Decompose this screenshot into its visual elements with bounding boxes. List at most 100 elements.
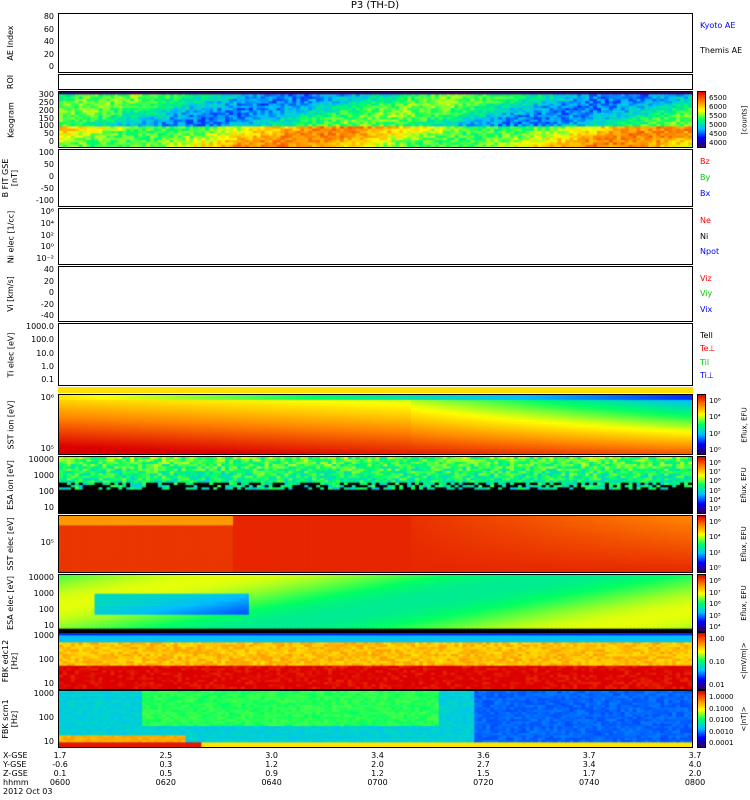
colorbar-fbk_scm: [697, 690, 706, 748]
ytick-vi: -20: [40, 299, 54, 309]
colorbar-unit: [counts]: [740, 105, 748, 134]
colorbar-sst_elec: [697, 515, 706, 573]
colorbar-tick: 0.0010: [709, 727, 734, 736]
ytick-keogram: 300: [38, 90, 54, 99]
colorbar-unit: Eflux, EFU: [740, 526, 748, 562]
colorbar-keogram: [697, 91, 706, 148]
ytick-esa_elec: 1000: [33, 589, 54, 598]
spectrogram-sst_ion: [59, 395, 692, 454]
colorbar-tick: 10⁴: [709, 623, 721, 631]
colorbar-tick: 4500: [709, 130, 727, 138]
panel-sst_elec: [58, 515, 693, 573]
colorbar-tick: 10²: [709, 429, 721, 438]
ytick-vi: 0: [48, 288, 54, 297]
spectrogram-esa_elec: [59, 575, 692, 631]
ytick-ti: 1000.0: [26, 322, 54, 331]
panel-sst_ion: [58, 394, 693, 455]
ylabel-fbk_scm: FBK scm1 [Hz]: [1, 699, 19, 739]
xaxis-value-z: 1.2: [371, 769, 384, 778]
panel-keogram: [58, 91, 693, 148]
xaxis-value-y: 2.7: [476, 760, 490, 769]
ytick-esa_elec: 10000: [28, 573, 54, 582]
colorbar-tick: 10⁸: [709, 459, 721, 467]
xaxis-value-x: 2.5: [159, 751, 173, 760]
ytick-ni: 10⁻²: [36, 254, 54, 263]
xaxis-row-label: Y-GSE: [3, 760, 27, 769]
colorbar-tick: 1.0000: [709, 693, 734, 701]
xaxis-value-y: 2.0: [371, 760, 384, 769]
ytick-ae: 20: [43, 49, 54, 59]
colorbar-tick: 0.10: [709, 658, 725, 666]
colorbar-tick: 10⁸: [709, 577, 721, 585]
xaxis-value-t: 0620: [155, 778, 176, 787]
legend-vi: Viy: [700, 289, 713, 299]
ytick-ae: 0: [48, 62, 54, 71]
colorbar-tick: 10⁶: [709, 600, 721, 608]
xaxis-value-y: 0.3: [159, 760, 173, 769]
ytick-ni: 10²: [40, 230, 54, 240]
panel-esa_ion: [58, 456, 693, 514]
ytick-bfit: -100: [35, 196, 54, 205]
legend-ti: Tell: [700, 331, 713, 340]
xaxis-value-t: 0640: [261, 778, 282, 787]
legend-vi: Viz: [700, 274, 712, 283]
xaxis-value-x: 3.6: [476, 751, 490, 760]
ytick-esa_ion: 10: [43, 503, 54, 512]
xaxis-row-label: hhmm: [3, 778, 29, 787]
colorbar-tick: 6000: [709, 103, 727, 111]
colorbar-tick: 10⁰: [709, 446, 721, 454]
ytick-sst_ion: 10⁶: [40, 393, 54, 402]
ytick-fbk_edc: 100: [38, 655, 54, 664]
colorbar-tick: 5500: [709, 112, 727, 120]
colorbar-unit: Eflux, EFU: [740, 467, 748, 503]
colorbar-esa_ion: [697, 456, 706, 514]
colorbar-tick: 10⁰: [709, 564, 721, 572]
xaxis-value-z: 1.5: [476, 769, 490, 778]
panel-fbk_scm: [58, 690, 693, 748]
ytick-esa_elec: 10: [43, 621, 54, 630]
ylabel-ae: AE Index: [5, 25, 15, 61]
ytick-fbk_scm: 1000: [33, 689, 54, 698]
legend-ti: Til: [700, 357, 710, 367]
ylabel-ti: Ti elec [eV]: [5, 331, 15, 378]
xaxis-value-x: 3.0: [265, 751, 279, 760]
colorbar-tick: 10³: [709, 505, 721, 513]
ytick-keogram: 250: [38, 97, 54, 107]
colorbar-tick: 0.0001: [709, 739, 734, 747]
legend-ti: Ti⊥: [700, 370, 714, 380]
xaxis-row-label: 2012 Oct 03: [3, 787, 53, 796]
xaxis-value-x: 3.7: [582, 751, 596, 760]
panel-ni: [58, 208, 693, 265]
colorbar-tick: 10⁶: [709, 477, 721, 486]
panel-bfit: [58, 149, 693, 207]
ylabel-fbk_edc: FBK edc12 [Hz]: [1, 639, 19, 683]
legend-ni: Npot: [700, 247, 720, 257]
xaxis-value-z: 2.0: [688, 769, 702, 778]
xaxis-value-z: 1.7: [582, 769, 596, 778]
colorbar-tick: 10⁵: [709, 486, 721, 495]
ytick-keogram: 100: [38, 121, 54, 131]
colorbar-tick: 10⁶: [709, 518, 721, 526]
ytick-esa_elec: 100: [38, 605, 54, 614]
ytick-ti: 1.0: [41, 361, 54, 371]
ytick-ti: 100.0: [31, 335, 54, 345]
xaxis-value-z: 0.1: [53, 769, 67, 778]
legend-ni: Ni: [700, 231, 709, 241]
colorbar-tick: 10²: [709, 548, 721, 557]
xaxis-value-t: 0600: [49, 778, 71, 787]
colorbar-tick: 6500: [709, 94, 727, 102]
colorbar-tick: 0.01: [709, 681, 725, 689]
xaxis-value-t: 0740: [578, 778, 600, 787]
colorbar-tick: 10⁴: [709, 413, 721, 422]
ytick-bfit: 0: [48, 172, 54, 181]
ytick-ni: 10⁴: [40, 218, 54, 228]
spectrogram-fbk_scm: [59, 691, 692, 747]
panel-ti: [58, 323, 693, 386]
xaxis-value-y: 3.4: [582, 760, 596, 769]
ytick-ae: 40: [43, 37, 54, 46]
colorbar-tick: 10⁵: [709, 611, 721, 620]
ytick-bfit: -50: [40, 184, 54, 193]
xaxis-value-x: 3.7: [688, 751, 702, 760]
ytick-esa_ion: 1000: [33, 471, 54, 480]
colorbar-tick: 5000: [709, 121, 727, 129]
